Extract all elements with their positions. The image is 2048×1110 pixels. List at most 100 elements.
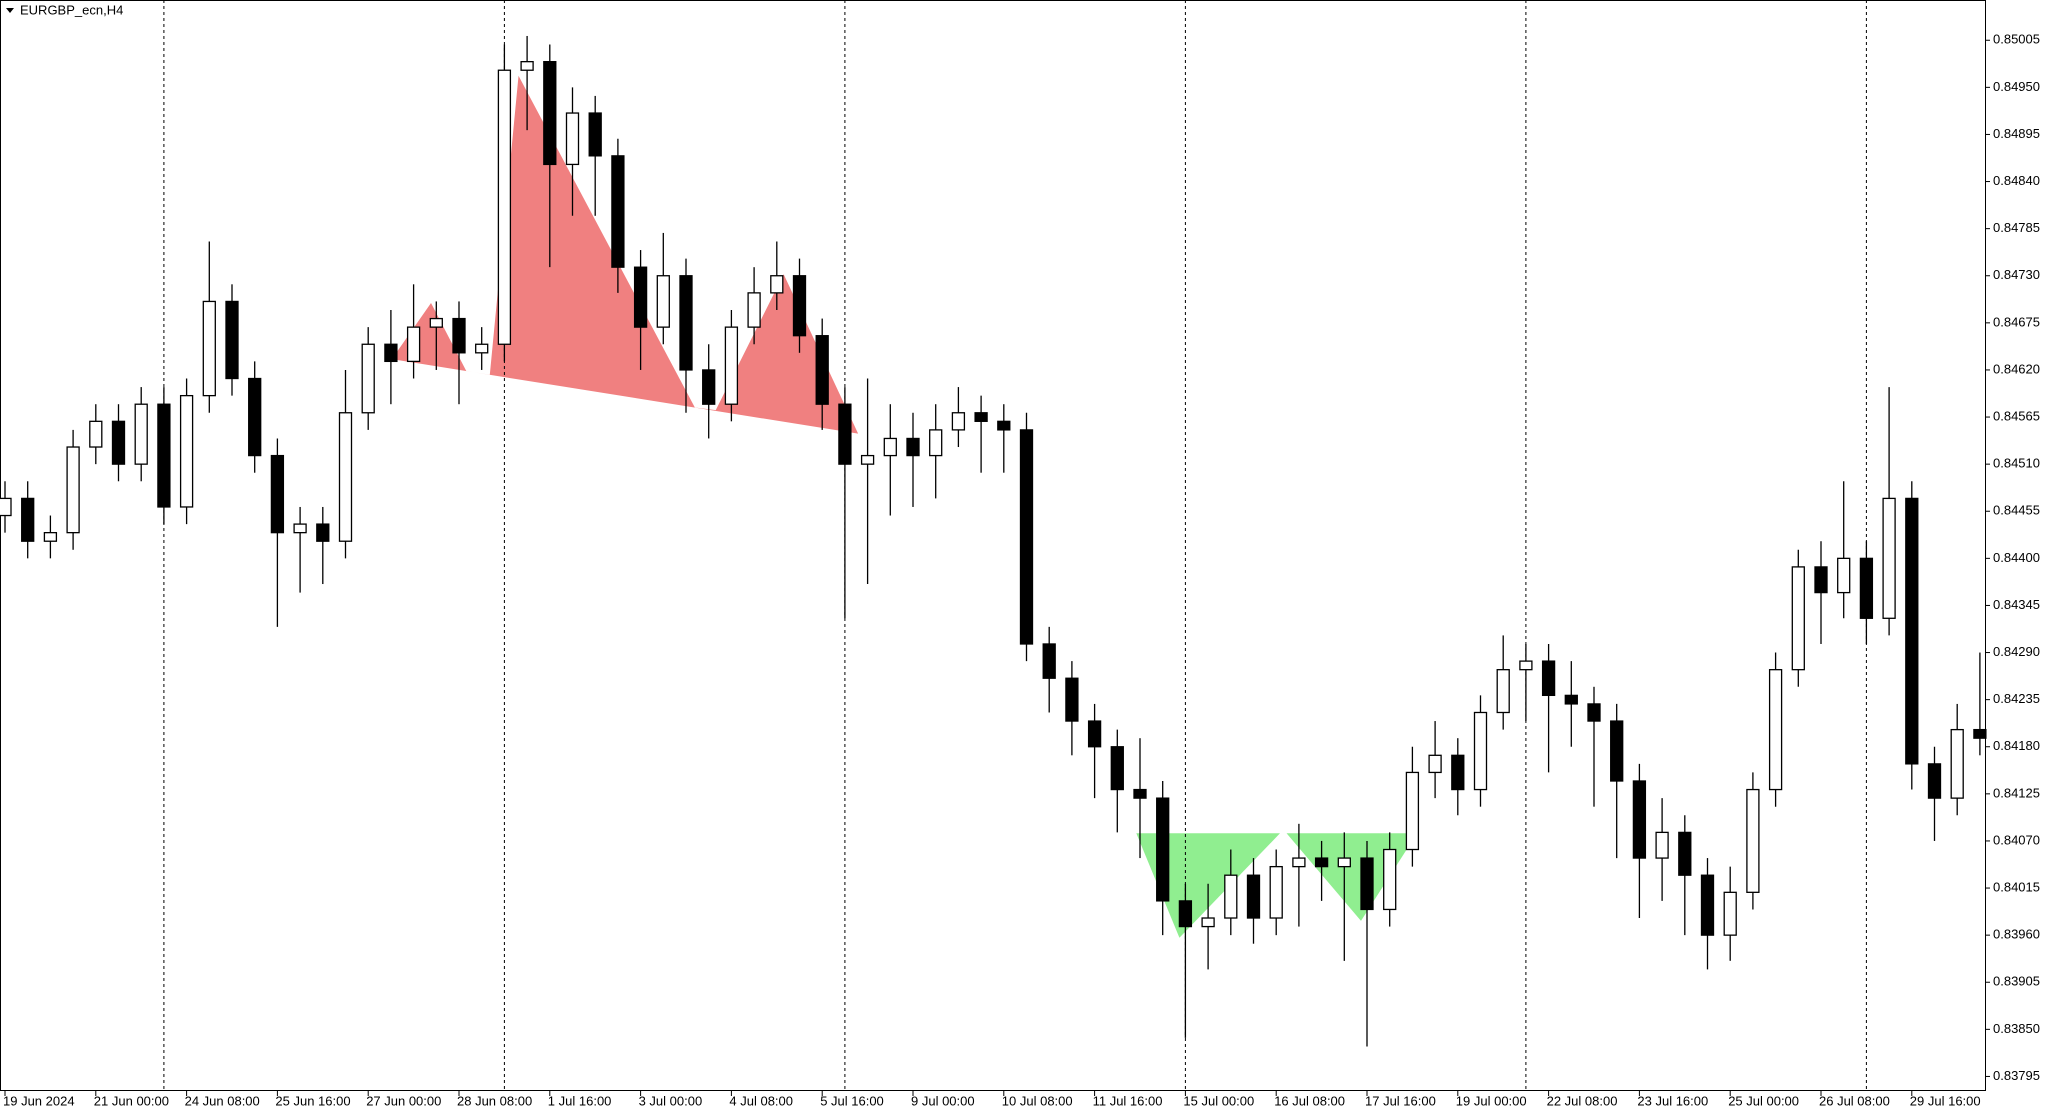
- x-tick-label: 27 Jun 00:00: [366, 1093, 441, 1108]
- y-tick-label: 0.83905: [1993, 974, 2040, 989]
- candle-body: [1428, 754, 1442, 774]
- y-tick-label: 0.84235: [1993, 691, 2040, 706]
- candle-body: [565, 112, 580, 166]
- candle-body: [1360, 857, 1374, 911]
- y-tick-label: 0.84400: [1993, 550, 2040, 565]
- candle-body: [1314, 857, 1329, 868]
- candle-body: [1723, 891, 1737, 936]
- x-tick-label: 3 Jul 00:00: [639, 1093, 703, 1108]
- plot-frame: [0, 0, 1986, 1091]
- y-tick-label: 0.83850: [1993, 1021, 2040, 1036]
- candle-body: [770, 275, 784, 294]
- y-tick-label: 0.84675: [1993, 314, 2040, 329]
- candle-body: [951, 412, 966, 431]
- y-tick-label: 0.83795: [1993, 1068, 2040, 1083]
- x-tick-label: 4 Jul 08:00: [729, 1093, 793, 1108]
- candle-body: [1768, 669, 1783, 791]
- y-tick-label: 0.84950: [1993, 79, 2040, 94]
- candle-body: [1451, 754, 1465, 791]
- candle-body: [429, 317, 443, 328]
- candle-body: [724, 326, 739, 405]
- candle-body: [1473, 711, 1488, 791]
- candle-body: [1859, 557, 1874, 619]
- x-tick-label: 25 Jun 16:00: [275, 1093, 350, 1108]
- candle-body: [1405, 771, 1420, 851]
- candle-body: [111, 420, 126, 465]
- candle-body: [997, 420, 1011, 431]
- x-tick-label: 10 Jul 08:00: [1002, 1093, 1073, 1108]
- candle-body: [1814, 566, 1828, 594]
- y-tick-label: 0.84290: [1993, 644, 2040, 659]
- chart-title: EURGBP_ecn,H4: [20, 2, 123, 17]
- x-tick-label: 16 Jul 08:00: [1274, 1093, 1345, 1108]
- candle-body: [134, 403, 148, 465]
- candle-body: [1632, 780, 1647, 859]
- candle-body: [1292, 857, 1306, 868]
- x-tick-label: 17 Jul 16:00: [1365, 1093, 1436, 1108]
- candle-body: [1655, 831, 1669, 859]
- candle-body: [202, 300, 216, 397]
- y-tick-label: 0.84785: [1993, 220, 2040, 235]
- x-tick-label: 15 Jul 00:00: [1183, 1093, 1254, 1108]
- x-tick-label: 22 Jul 08:00: [1547, 1093, 1618, 1108]
- y-tick-label: 0.84565: [1993, 408, 2040, 423]
- x-tick-label: 11 Jul 16:00: [1093, 1093, 1163, 1108]
- candle-body: [611, 155, 625, 268]
- y-tick-label: 0.83960: [1993, 927, 2040, 942]
- y-tick-label: 0.84125: [1993, 785, 2040, 800]
- candle-body: [1087, 720, 1102, 748]
- candle-body: [361, 343, 375, 414]
- candle-body: [860, 454, 875, 465]
- candle-body: [1950, 728, 1964, 799]
- y-tick-label: 0.84180: [1993, 738, 2040, 753]
- x-tick-label: 29 Jul 16:00: [1910, 1093, 1981, 1108]
- x-tick-label: 24 Jun 08:00: [185, 1093, 260, 1108]
- candle-body: [679, 275, 693, 371]
- candle-body: [66, 446, 80, 534]
- x-tick-label: 21 Jun 00:00: [94, 1093, 169, 1108]
- y-tick-label: 0.84840: [1993, 173, 2040, 188]
- x-tick-label: 5 Jul 16:00: [820, 1093, 884, 1108]
- candle-body: [974, 412, 988, 422]
- candle-body: [633, 266, 648, 328]
- candle-body: [270, 454, 285, 534]
- candle-body: [1927, 763, 1942, 799]
- x-tick-label: 28 Jun 08:00: [457, 1093, 532, 1108]
- candle-body: [1269, 865, 1283, 919]
- candle-body: [1610, 720, 1624, 782]
- candle-body: [1700, 874, 1715, 936]
- candle-body: [747, 292, 761, 328]
- candle-body: [543, 61, 557, 166]
- candle-body: [1337, 857, 1351, 868]
- y-tick-label: 0.84620: [1993, 361, 2040, 376]
- y-tick-label: 0.84455: [1993, 503, 2040, 518]
- candle-body: [1065, 677, 1079, 722]
- x-tick-label: 26 Jul 08:00: [1819, 1093, 1890, 1108]
- y-tick-label: 0.85005: [1993, 32, 2040, 47]
- candle-body: [452, 317, 466, 354]
- candle-body: [338, 412, 353, 542]
- x-tick-label: 25 Jul 00:00: [1728, 1093, 1799, 1108]
- candle-body: [406, 326, 421, 363]
- candle-body: [792, 275, 807, 337]
- candle-body: [1746, 788, 1760, 893]
- candle-body: [1201, 917, 1215, 928]
- candle-body: [702, 369, 716, 405]
- candle-body: [1587, 703, 1601, 722]
- x-tick-label: 23 Jul 16:00: [1637, 1093, 1708, 1108]
- candle-body: [475, 343, 489, 354]
- symbol-menu-arrow[interactable]: [6, 8, 14, 13]
- x-tick-label: 1 Jul 16:00: [548, 1093, 612, 1108]
- y-tick-label: 0.84345: [1993, 597, 2040, 612]
- candle-body: [0, 497, 12, 517]
- candle-body: [157, 403, 171, 508]
- candle-body: [21, 497, 35, 542]
- x-tick-label: 9 Jul 00:00: [911, 1093, 975, 1108]
- candle-body: [316, 523, 330, 542]
- candle-body: [1678, 831, 1692, 876]
- candle-body: [1882, 497, 1896, 619]
- candle-body: [89, 420, 103, 448]
- y-tick-label: 0.84510: [1993, 456, 2040, 471]
- candle-body: [225, 300, 239, 380]
